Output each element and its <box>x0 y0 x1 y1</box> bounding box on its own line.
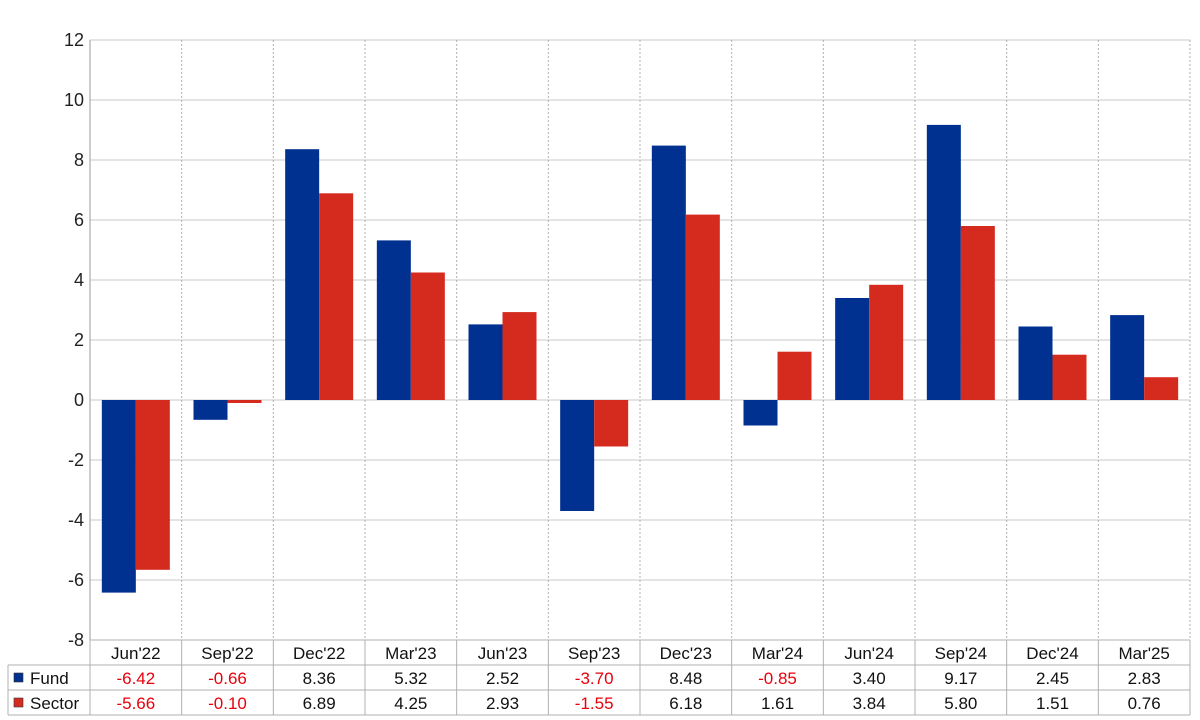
y-tick-label: -6 <box>68 570 84 590</box>
y-tick-label: 4 <box>74 270 84 290</box>
data-label-sector: 3.84 <box>853 694 886 713</box>
y-tick-label: -8 <box>68 630 84 650</box>
legend-label-sector: Sector <box>30 694 79 713</box>
data-label-fund: 5.32 <box>394 669 427 688</box>
data-label-sector: 2.93 <box>486 694 519 713</box>
x-tick-label: Jun'23 <box>478 644 528 663</box>
data-label-sector: 4.25 <box>394 694 427 713</box>
y-tick-label: 6 <box>74 210 84 230</box>
bar-sector-7 <box>777 351 812 400</box>
bar-fund-11 <box>1110 315 1145 400</box>
bars <box>101 124 1179 593</box>
bar-sector-1 <box>227 400 262 403</box>
data-label-sector: -1.55 <box>575 694 614 713</box>
x-tick-label: Dec'23 <box>660 644 712 663</box>
data-label-sector: -0.10 <box>208 694 247 713</box>
data-label-fund: 2.45 <box>1036 669 1069 688</box>
data-label-fund: 9.17 <box>944 669 977 688</box>
y-tick-label: 0 <box>74 390 84 410</box>
y-tick-label: -2 <box>68 450 84 470</box>
data-label-fund: -6.42 <box>116 669 155 688</box>
bar-fund-10 <box>1018 326 1053 400</box>
legend-label-fund: Fund <box>30 669 69 688</box>
data-label-fund: 2.83 <box>1128 669 1161 688</box>
x-tick-label: Dec'22 <box>293 644 345 663</box>
bar-fund-3 <box>376 240 411 400</box>
x-tick-label: Mar'23 <box>385 644 436 663</box>
data-label-sector: 1.61 <box>761 694 794 713</box>
bar-fund-0 <box>101 400 136 593</box>
x-tick-label: Dec'24 <box>1026 644 1078 663</box>
bar-sector-10 <box>1052 354 1087 400</box>
legend-swatch-sector <box>13 697 24 708</box>
bar-fund-4 <box>468 324 503 400</box>
bar-sector-11 <box>1144 377 1179 400</box>
data-label-sector: 1.51 <box>1036 694 1069 713</box>
x-tick-label: Mar'25 <box>1118 644 1169 663</box>
bar-sector-4 <box>502 312 537 400</box>
y-tick-label: 8 <box>74 150 84 170</box>
legend-swatch-fund <box>13 672 24 683</box>
bar-fund-2 <box>285 149 320 400</box>
bar-sector-6 <box>685 214 720 400</box>
x-tick-label: Jun'24 <box>844 644 894 663</box>
bar-sector-9 <box>960 226 995 400</box>
data-label-sector: -5.66 <box>116 694 155 713</box>
bar-sector-0 <box>135 400 170 570</box>
data-label-fund: 8.48 <box>669 669 702 688</box>
data-label-sector: 5.80 <box>944 694 977 713</box>
bar-fund-7 <box>743 400 778 426</box>
bar-sector-2 <box>319 193 354 400</box>
y-tick-label: 12 <box>64 30 84 50</box>
bar-sector-5 <box>594 400 629 447</box>
y-tick-label: 2 <box>74 330 84 350</box>
y-tick-label: -4 <box>68 510 84 530</box>
data-label-fund: 2.52 <box>486 669 519 688</box>
bar-sector-8 <box>869 284 904 400</box>
y-tick-label: 10 <box>64 90 84 110</box>
data-label-sector: 6.89 <box>303 694 336 713</box>
data-label-fund: -3.70 <box>575 669 614 688</box>
data-table: Jun'22 Sep'22 Dec'22 Mar'23 Jun'23 Sep'23 Dec'… <box>7 639 1191 716</box>
bar-fund-8 <box>835 298 870 400</box>
data-label-sector: 0.76 <box>1128 694 1161 713</box>
x-tick-label: Sep'23 <box>568 644 620 663</box>
x-tick-label: Sep'24 <box>935 644 987 663</box>
data-label-fund: -0.85 <box>758 669 797 688</box>
bar-fund-1 <box>193 400 228 420</box>
data-label-sector: 6.18 <box>669 694 702 713</box>
data-label-fund: 8.36 <box>303 669 336 688</box>
bar-sector-3 <box>410 272 445 400</box>
bar-fund-6 <box>651 145 686 400</box>
x-tick-label: Sep'22 <box>201 644 253 663</box>
data-label-fund: 3.40 <box>853 669 886 688</box>
x-tick-label: Mar'24 <box>752 644 803 663</box>
x-tick-label: Jun'22 <box>111 644 161 663</box>
data-label-fund: -0.66 <box>208 669 247 688</box>
bar-fund-5 <box>560 400 595 511</box>
bar-fund-9 <box>926 124 961 401</box>
